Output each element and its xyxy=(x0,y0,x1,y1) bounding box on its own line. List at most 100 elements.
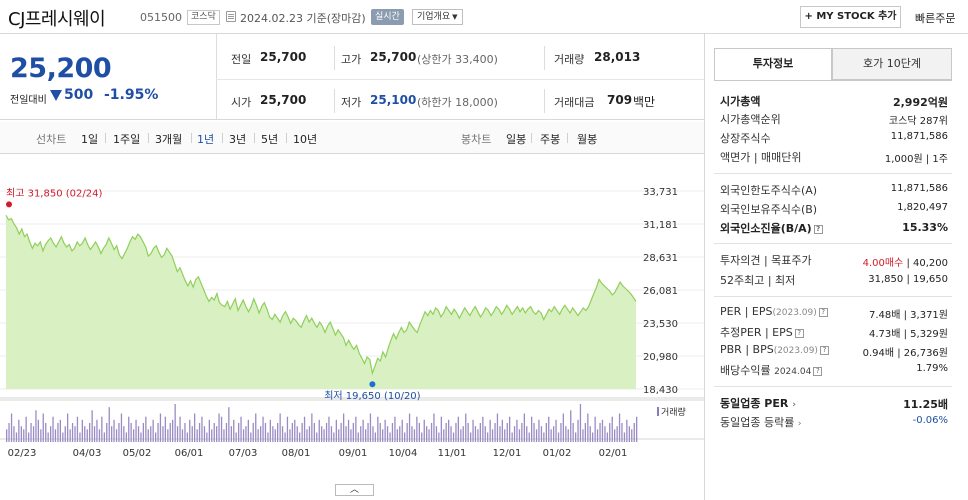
help-icon[interactable]: ? xyxy=(819,346,829,355)
volume-bar xyxy=(328,416,330,442)
help-icon[interactable]: ? xyxy=(794,329,804,338)
volume-bar xyxy=(255,413,257,442)
volume-bar xyxy=(208,419,210,442)
ind-per-label: 동일업종 PER xyxy=(720,397,789,410)
collapse-chart-button[interactable]: ︿ xyxy=(335,484,374,496)
volume-bar xyxy=(91,410,93,442)
volume-bar xyxy=(164,416,166,442)
low-label: 저가 xyxy=(341,96,362,109)
tab-hoga-10[interactable]: 호가 10단계 xyxy=(832,48,952,80)
volume-bar xyxy=(496,413,499,442)
divider xyxy=(216,79,704,80)
volume-legend: 거래량 xyxy=(661,406,686,418)
volume-bar xyxy=(333,432,335,442)
volume-bar xyxy=(240,416,242,442)
volume-bar xyxy=(6,429,8,442)
low-value: 25,100 xyxy=(370,93,417,107)
tab-10y[interactable]: 10년 xyxy=(293,133,318,146)
help-icon[interactable]: ? xyxy=(813,367,823,376)
volume-bar xyxy=(501,419,503,442)
volume-bar xyxy=(545,423,547,442)
volume-bar xyxy=(79,432,81,442)
tab-3y[interactable]: 3년 xyxy=(229,133,247,146)
volume-bar xyxy=(433,413,435,442)
help-icon[interactable]: ? xyxy=(818,308,828,317)
volume-bar xyxy=(521,423,523,442)
volume-bar xyxy=(484,426,486,442)
ind-per-row[interactable]: 동일업종 PER › xyxy=(720,395,796,411)
volume-bar xyxy=(64,426,66,442)
volume-bar xyxy=(184,423,186,442)
volume-bar xyxy=(518,429,521,442)
tab-daily[interactable]: 일봉 xyxy=(506,133,527,146)
volume-bar xyxy=(130,423,132,442)
volume-bar xyxy=(540,426,543,442)
tab-1d[interactable]: 1일 xyxy=(81,133,99,146)
divider xyxy=(714,243,952,244)
volume-bar xyxy=(467,423,469,442)
volume-bar xyxy=(245,426,247,442)
divider xyxy=(254,133,255,143)
tab-weekly[interactable]: 주봉 xyxy=(540,133,561,146)
volume-bar xyxy=(69,429,71,442)
add-mystock-button[interactable]: + MY STOCK 추가 xyxy=(800,6,901,28)
tab-invest-info[interactable]: 투자정보 xyxy=(714,48,832,80)
open-value: 25,700 xyxy=(260,93,307,107)
volume-bar xyxy=(430,423,433,442)
divider xyxy=(544,89,545,113)
volume-bar xyxy=(323,429,325,442)
chevron-right-icon: › xyxy=(792,400,796,410)
tab-3m[interactable]: 3개월 xyxy=(155,133,183,146)
par-value: 1,000원 | 1주 xyxy=(884,154,948,165)
volume-bar xyxy=(247,419,249,442)
company-overview-button[interactable]: 기업개요 ▼ xyxy=(412,9,463,25)
tab-5y[interactable]: 5년 xyxy=(261,133,279,146)
upper-limit: (상한가 33,400) xyxy=(417,53,498,66)
volume-bar xyxy=(523,413,525,442)
div-label: 배당수익률 xyxy=(720,364,771,377)
volume-bar xyxy=(189,419,191,442)
volume-bar xyxy=(98,429,101,442)
mcap-rank-label: 시가총액순위 xyxy=(720,113,781,126)
low-marker xyxy=(369,381,376,388)
volume-bar xyxy=(157,423,159,442)
divider xyxy=(334,46,335,70)
volume-bar xyxy=(440,416,442,442)
tab-1y[interactable]: 1년 xyxy=(197,133,215,146)
volume-bar xyxy=(426,426,428,442)
volume-bar xyxy=(291,423,293,442)
volume-bar xyxy=(531,416,533,442)
x-tick-label: 06/01 xyxy=(175,448,204,459)
quick-order-button[interactable]: 빠른주문 xyxy=(915,12,956,25)
tab-1w[interactable]: 1주일 xyxy=(113,133,141,146)
tab-monthly[interactable]: 월봉 xyxy=(577,133,598,146)
mcap-value: 2,992억원 xyxy=(892,96,948,109)
volume-bar xyxy=(460,429,462,442)
lower-limit: (하한가 18,000) xyxy=(417,96,498,109)
volume-bar xyxy=(203,426,206,442)
pbr-value: 0.94배 | 26,736원 xyxy=(862,348,948,359)
volume-bar xyxy=(296,426,298,442)
volume-bar xyxy=(211,429,213,442)
volume-bar xyxy=(491,429,494,442)
volume-bar xyxy=(223,429,225,442)
chevron-right-icon: › xyxy=(797,419,802,429)
price-chart[interactable]: 33,731 31,181 28,631 26,081 23,530 20,980 18,4… xyxy=(0,154,704,500)
volume-bar xyxy=(294,419,296,442)
ind-rate-row[interactable]: 동일업종 등락률 › xyxy=(720,414,801,430)
volume-bar xyxy=(277,423,279,442)
x-tick-label: 04/03 xyxy=(73,448,102,459)
help-icon[interactable]: ? xyxy=(813,225,823,234)
pbr-date: (2023.09) xyxy=(773,346,818,356)
volume-bar xyxy=(428,429,430,442)
foreign-hold-value: 1,820,497 xyxy=(897,202,948,213)
realtime-button[interactable]: 실시간 xyxy=(371,9,404,25)
volume-bar xyxy=(465,413,467,442)
volume-bar xyxy=(20,426,22,442)
volume-bar xyxy=(198,423,201,442)
down-arrow-icon xyxy=(50,90,62,101)
volume-bar xyxy=(18,419,20,442)
volume-bar xyxy=(54,429,57,442)
volume-bar xyxy=(575,432,577,442)
volume-bar xyxy=(181,429,184,442)
